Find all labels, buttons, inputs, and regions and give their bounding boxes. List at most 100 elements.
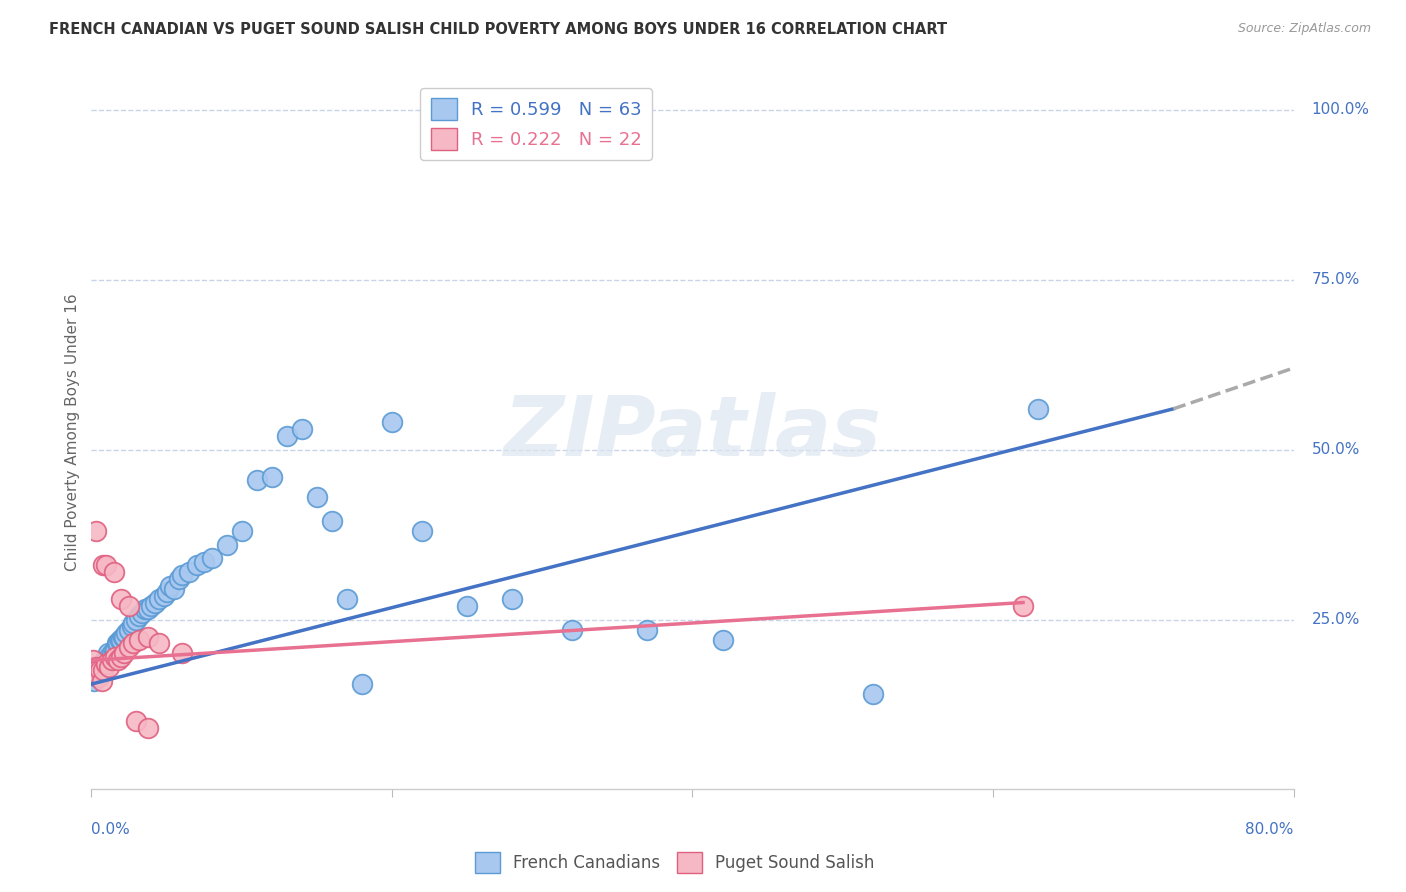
Point — [1012, 599, 1035, 613]
Point — [246, 473, 269, 487]
Point — [107, 653, 129, 667]
Point — [84, 524, 107, 538]
Point — [291, 422, 314, 436]
Point — [90, 657, 112, 671]
Point — [107, 636, 129, 650]
Point — [215, 538, 238, 552]
Point — [94, 653, 117, 667]
Point — [89, 666, 111, 681]
Point — [89, 664, 111, 678]
Point — [103, 647, 125, 661]
Point — [110, 632, 132, 647]
Point — [115, 626, 138, 640]
Point — [148, 592, 170, 607]
Point — [138, 721, 160, 735]
Point — [83, 664, 105, 678]
Point — [167, 572, 190, 586]
Text: 50.0%: 50.0% — [1312, 442, 1360, 457]
Point — [231, 524, 253, 538]
Point — [98, 649, 121, 664]
Point — [104, 643, 127, 657]
Point — [336, 592, 359, 607]
Point — [97, 647, 120, 661]
Point — [101, 647, 124, 661]
Point — [82, 653, 104, 667]
Point — [125, 613, 148, 627]
Point — [260, 470, 283, 484]
Y-axis label: Child Poverty Among Boys Under 16: Child Poverty Among Boys Under 16 — [65, 293, 80, 572]
Point — [86, 664, 108, 678]
Point — [86, 670, 108, 684]
Point — [104, 649, 127, 664]
Legend: R = 0.599   N = 63, R = 0.222   N = 22: R = 0.599 N = 63, R = 0.222 N = 22 — [420, 88, 652, 160]
Point — [93, 558, 115, 573]
Point — [96, 657, 118, 671]
Point — [159, 578, 181, 592]
Point — [96, 558, 118, 573]
Point — [711, 632, 734, 647]
Text: ZIPatlas: ZIPatlas — [503, 392, 882, 473]
Point — [131, 606, 153, 620]
Point — [456, 599, 478, 613]
Point — [118, 623, 141, 637]
Point — [84, 660, 107, 674]
Point — [105, 636, 128, 650]
Point — [148, 636, 170, 650]
Text: 25.0%: 25.0% — [1312, 612, 1360, 627]
Point — [561, 623, 583, 637]
Point — [134, 602, 156, 616]
Point — [321, 514, 343, 528]
Point — [90, 673, 112, 688]
Text: 0.0%: 0.0% — [91, 822, 131, 837]
Point — [138, 602, 160, 616]
Point — [138, 630, 160, 644]
Point — [108, 632, 131, 647]
Point — [101, 653, 124, 667]
Point — [103, 565, 125, 579]
Point — [501, 592, 523, 607]
Point — [305, 490, 328, 504]
Point — [125, 714, 148, 729]
Point — [93, 664, 115, 678]
Point — [163, 582, 186, 596]
Point — [128, 632, 150, 647]
Text: 100.0%: 100.0% — [1312, 103, 1369, 118]
Point — [201, 551, 224, 566]
Point — [84, 664, 107, 678]
Point — [143, 595, 166, 609]
Point — [1026, 401, 1049, 416]
Point — [114, 647, 136, 661]
Point — [122, 615, 145, 630]
Point — [82, 660, 104, 674]
Text: 80.0%: 80.0% — [1246, 822, 1294, 837]
Point — [118, 640, 141, 654]
Point — [193, 555, 215, 569]
Point — [111, 630, 134, 644]
Point — [100, 649, 122, 664]
Point — [83, 673, 105, 688]
Point — [350, 677, 373, 691]
Point — [177, 565, 200, 579]
Point — [128, 609, 150, 624]
Point — [118, 599, 141, 613]
Point — [87, 670, 110, 684]
Text: FRENCH CANADIAN VS PUGET SOUND SALISH CHILD POVERTY AMONG BOYS UNDER 16 CORRELAT: FRENCH CANADIAN VS PUGET SOUND SALISH CH… — [49, 22, 948, 37]
Point — [110, 649, 132, 664]
Legend: French Canadians, Puget Sound Salish: French Canadians, Puget Sound Salish — [468, 846, 882, 880]
Text: 75.0%: 75.0% — [1312, 272, 1360, 287]
Point — [141, 599, 163, 613]
Point — [862, 687, 884, 701]
Point — [121, 619, 143, 633]
Point — [170, 568, 193, 582]
Point — [381, 416, 404, 430]
Text: Source: ZipAtlas.com: Source: ZipAtlas.com — [1237, 22, 1371, 36]
Point — [170, 647, 193, 661]
Point — [155, 585, 177, 599]
Point — [411, 524, 433, 538]
Point — [96, 653, 118, 667]
Point — [152, 589, 174, 603]
Point — [98, 660, 121, 674]
Point — [110, 592, 132, 607]
Point — [87, 664, 110, 678]
Point — [186, 558, 208, 573]
